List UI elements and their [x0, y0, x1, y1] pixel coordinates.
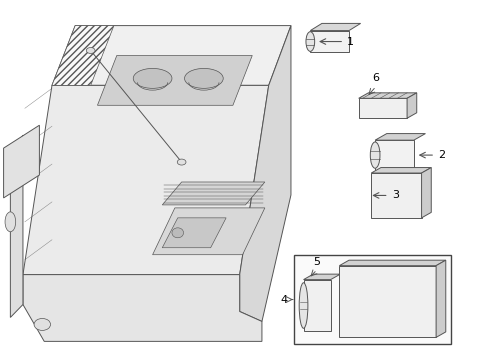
Polygon shape	[240, 26, 291, 321]
Ellipse shape	[185, 68, 223, 88]
Polygon shape	[340, 266, 436, 337]
Text: 3: 3	[392, 190, 399, 201]
Bar	[294, 255, 451, 345]
Polygon shape	[371, 173, 421, 218]
Ellipse shape	[299, 283, 308, 328]
Polygon shape	[375, 140, 414, 170]
Ellipse shape	[370, 142, 380, 168]
Polygon shape	[98, 55, 252, 105]
Polygon shape	[52, 26, 291, 85]
Polygon shape	[310, 23, 361, 31]
Polygon shape	[303, 280, 331, 332]
Polygon shape	[162, 182, 265, 205]
Polygon shape	[359, 98, 407, 118]
Text: 6: 6	[372, 73, 380, 84]
Text: 5: 5	[314, 257, 320, 267]
Text: 4: 4	[281, 294, 288, 305]
Polygon shape	[303, 274, 340, 280]
Polygon shape	[10, 135, 23, 318]
Ellipse shape	[86, 48, 95, 54]
Polygon shape	[23, 85, 269, 275]
Polygon shape	[52, 26, 114, 85]
Polygon shape	[436, 260, 446, 337]
Text: 1: 1	[347, 36, 354, 46]
Polygon shape	[152, 208, 265, 255]
Polygon shape	[421, 167, 431, 218]
Ellipse shape	[34, 319, 50, 330]
Ellipse shape	[172, 228, 184, 238]
Polygon shape	[162, 218, 226, 248]
Polygon shape	[359, 93, 416, 98]
Polygon shape	[3, 125, 39, 198]
Polygon shape	[407, 93, 416, 118]
Ellipse shape	[5, 212, 16, 232]
Ellipse shape	[306, 32, 315, 51]
Polygon shape	[375, 134, 425, 140]
Polygon shape	[340, 260, 446, 266]
Text: 2: 2	[438, 150, 445, 160]
Polygon shape	[23, 275, 262, 341]
Ellipse shape	[133, 68, 172, 88]
Ellipse shape	[177, 159, 186, 165]
Polygon shape	[310, 31, 349, 53]
Polygon shape	[371, 167, 431, 173]
